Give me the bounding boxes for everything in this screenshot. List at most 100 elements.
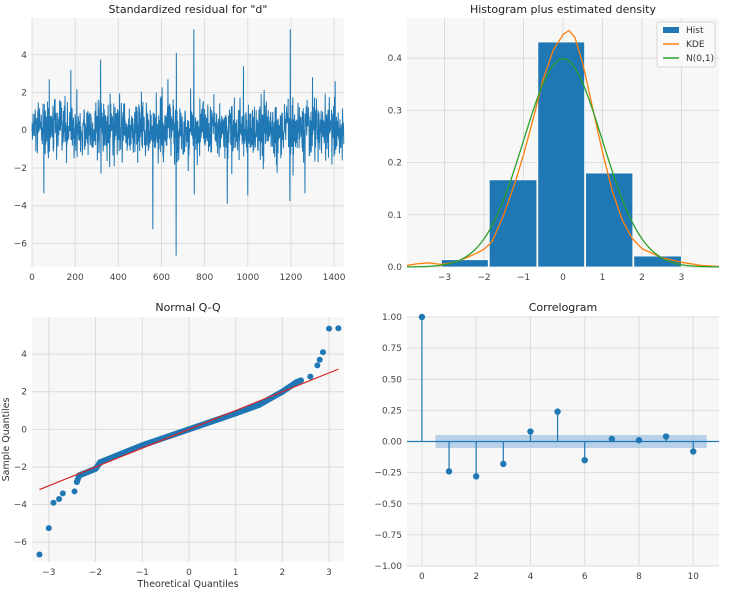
acf-marker <box>635 437 643 444</box>
x-tick-label: 6 <box>582 572 588 582</box>
legend-entry: N(0,1) <box>686 54 714 64</box>
x-axis-label: Theoretical Quantiles <box>136 579 238 590</box>
x-tick-label: 0 <box>419 572 425 582</box>
y-tick-label: −1.00 <box>374 562 402 572</box>
y-tick-label: 0.00 <box>382 438 402 448</box>
y-tick-label: 2 <box>21 388 27 398</box>
qq-point <box>56 495 63 502</box>
panel-2: −3 −2 −1 0 1 2 3 0.0 0.1 0.2 0.3 0.4 Histogram plus … <box>388 3 720 283</box>
x-tick-label: −1 <box>517 273 530 283</box>
qq-point <box>298 377 305 384</box>
acf-marker <box>527 428 534 435</box>
qq-point <box>59 490 66 497</box>
chart-title: Standardized residual for "d" <box>109 3 268 16</box>
y-tick-label: 0 <box>21 425 27 435</box>
acf-marker <box>418 313 426 321</box>
x-tick-label: 2 <box>279 568 285 578</box>
qq-point <box>36 551 43 558</box>
y-tick-label: −0.75 <box>374 531 402 541</box>
x-tick-label: 3 <box>326 568 332 578</box>
y-tick-label: −2 <box>14 463 27 473</box>
x-tick-label: 0 <box>29 273 35 283</box>
panel-1: 0 200 400 600 800 1000 1200 1400 −6 −4 −2 0 2 4 Standa… <box>14 3 346 283</box>
x-tick-label: 600 <box>153 273 170 283</box>
histogram-bar <box>441 259 489 268</box>
y-tick-label: 1.00 <box>382 313 402 323</box>
x-tick-label: 0 <box>186 568 192 578</box>
qq-point <box>45 525 52 532</box>
legend-entry: KDE <box>686 40 705 50</box>
qq-point <box>307 373 314 380</box>
x-tick-label: 1000 <box>236 273 259 283</box>
y-tick-label: −0.25 <box>374 469 402 479</box>
x-tick-label: 1200 <box>279 273 302 283</box>
x-tick-label: −3 <box>42 568 55 578</box>
plot-area <box>32 317 344 562</box>
y-tick-label: 0.0 <box>388 263 403 273</box>
x-tick-label: −2 <box>477 273 490 283</box>
panel-3: −3 −2 −1 0 1 2 3 −6 −4 −2 0 2 4 Normal Q-Q Theoretical… <box>1 301 344 590</box>
y-tick-label: 0.25 <box>382 406 402 416</box>
qq-point <box>50 499 57 506</box>
x-tick-label: 200 <box>67 273 84 283</box>
qq-reference-line <box>39 368 339 491</box>
x-tick-label: 2 <box>473 572 479 582</box>
x-tick-label: 8 <box>636 572 642 582</box>
acf-marker <box>662 433 670 440</box>
histogram-bar <box>488 179 538 268</box>
x-tick-label: 4 <box>528 572 534 582</box>
x-tick-label: 1400 <box>323 273 346 283</box>
histogram-bar <box>585 172 634 268</box>
acf-marker <box>581 456 588 464</box>
x-tick-label: −1 <box>136 568 149 578</box>
histogram-bar <box>633 255 682 268</box>
legend-swatch-hist <box>663 27 679 33</box>
panel-4: 0 2 4 6 8 10 −1.00 −0.75 −0.50 −0.25 0.00 0.25 0.50 0… <box>374 301 719 582</box>
y-tick-label: −6 <box>14 538 28 548</box>
qq-point <box>326 325 333 332</box>
x-tick-label: 800 <box>196 273 213 283</box>
qq-point <box>319 349 326 356</box>
x-tick-label: −2 <box>89 568 102 578</box>
y-tick-label: 0 <box>21 126 27 136</box>
acf-marker <box>472 473 480 480</box>
x-tick-label: 2 <box>639 273 645 283</box>
chart-title: Normal Q-Q <box>155 301 221 314</box>
x-tick-label: 0 <box>560 273 566 283</box>
y-axis-label: Sample Quantiles <box>1 398 12 482</box>
x-tick-label: 10 <box>687 572 699 582</box>
x-tick-label: 3 <box>679 273 685 283</box>
y-tick-label: 4 <box>21 51 27 61</box>
y-tick-label: 2 <box>21 89 27 99</box>
chart-title: Histogram plus estimated density <box>470 3 657 16</box>
acf-marker <box>554 408 561 415</box>
acf-marker <box>608 435 616 443</box>
y-tick-label: 0.2 <box>388 159 402 169</box>
chart-title: Correlogram <box>529 301 598 314</box>
y-tick-label: 0.50 <box>382 375 402 385</box>
y-tick-label: 4 <box>21 350 27 360</box>
qq-point <box>316 356 323 363</box>
qq-point <box>314 362 321 369</box>
y-tick-label: −2 <box>14 164 27 174</box>
qq-point <box>335 325 342 332</box>
acf-marker <box>445 468 453 475</box>
y-tick-label: 0.3 <box>388 106 402 116</box>
x-tick-label: 1 <box>233 568 239 578</box>
y-tick-label: −6 <box>14 239 28 249</box>
acf-marker <box>500 460 507 468</box>
y-tick-label: −0.50 <box>374 500 402 510</box>
x-tick-label: 1 <box>600 273 606 283</box>
y-tick-label: −4 <box>14 202 28 212</box>
qq-point <box>71 488 78 495</box>
legend-entry: Hist <box>686 26 704 36</box>
y-tick-label: 0.1 <box>388 211 402 221</box>
y-tick-label: 0.4 <box>388 54 403 64</box>
x-tick-label: 400 <box>110 273 127 283</box>
residual-series-line <box>31 29 345 256</box>
acf-marker <box>690 448 697 455</box>
x-tick-label: −3 <box>438 273 451 283</box>
legend: Hist KDE N(0,1) <box>656 21 716 68</box>
y-tick-label: 0.75 <box>382 344 402 354</box>
